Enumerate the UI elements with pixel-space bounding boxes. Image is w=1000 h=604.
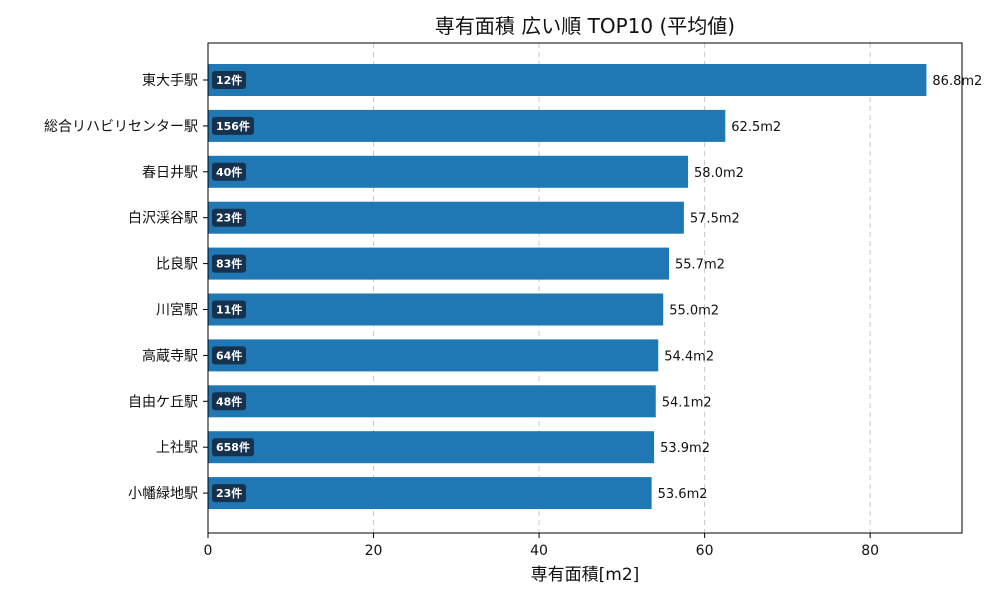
category-label: 小幡緑地駅 [128, 486, 198, 502]
bar [208, 477, 652, 510]
value-label: 55.0m2 [669, 304, 719, 319]
count-badge [212, 346, 246, 365]
bar [208, 385, 656, 418]
count-badge-text: 12件 [216, 73, 242, 87]
count-badge [212, 162, 246, 181]
count-badge-text: 23件 [216, 211, 242, 225]
count-badge-text: 48件 [216, 394, 242, 408]
count-badge-text: 11件 [216, 303, 242, 317]
count-badge-text: 658件 [216, 440, 250, 454]
category-label: 自由ケ丘駅 [128, 394, 198, 410]
value-label: 57.5m2 [690, 212, 740, 227]
count-badge [212, 392, 246, 411]
count-badge-text: 156件 [216, 119, 250, 133]
category-label: 上社駅 [156, 440, 198, 456]
bar [208, 339, 659, 372]
bar [208, 247, 670, 280]
count-badge [212, 71, 246, 89]
y-axis: 東大手駅総合リハビリセンター駅春日井駅白沢渓谷駅比良駅川宮駅高蔵寺駅自由ケ丘駅上… [44, 73, 208, 502]
value-label: 62.5m2 [731, 120, 781, 135]
x-axis: 0 20 40 60 80 [204, 533, 879, 559]
category-label: 春日井駅 [142, 165, 198, 181]
value-label: 53.9m2 [660, 441, 710, 456]
count-badge [212, 254, 246, 273]
category-label: 高蔵寺駅 [142, 347, 198, 364]
value-label: 54.4m2 [664, 349, 714, 364]
value-label: 86.8m2 [932, 74, 982, 89]
count-badge [212, 116, 254, 135]
bar [208, 431, 655, 464]
x-tick-label: 0 [204, 543, 213, 559]
bar [208, 64, 927, 96]
category-label: 比良駅 [156, 257, 198, 273]
x-tick-label: 20 [365, 543, 383, 559]
bar [208, 155, 689, 188]
count-badge-text: 23件 [216, 486, 242, 500]
x-tick-label: 40 [530, 543, 548, 559]
bar [208, 201, 684, 234]
value-label: 53.6m2 [658, 487, 708, 502]
category-label: 総合リハビリセンター駅 [44, 119, 198, 135]
chart-title: 専有面積 広い順 TOP10 (平均値) [435, 14, 735, 38]
count-badge [212, 208, 246, 227]
count-badge-text: 40件 [216, 165, 242, 179]
bar [208, 109, 726, 142]
count-badge [212, 484, 246, 503]
value-label: 55.7m2 [675, 258, 725, 273]
category-label: 川宮駅 [156, 303, 198, 319]
x-axis-label: 専有面積[m2] [531, 565, 640, 585]
category-label: 白沢渓谷駅 [128, 211, 198, 227]
x-tick-label: 80 [861, 543, 879, 559]
bar [208, 293, 664, 326]
category-label: 東大手駅 [142, 73, 198, 89]
bars: 86.8m2 12件 62.5m2 156件 58.0m2 40件 57.5m2 23件 55.… [208, 64, 982, 510]
value-label: 58.0m2 [694, 166, 744, 181]
count-badge-text: 64件 [216, 348, 242, 362]
plot-frame [207, 42, 963, 534]
count-badge [212, 300, 246, 319]
count-badge [212, 438, 254, 457]
value-label: 54.1m2 [662, 395, 712, 410]
x-tick-label: 60 [696, 543, 714, 559]
count-badge-text: 83件 [216, 257, 242, 271]
